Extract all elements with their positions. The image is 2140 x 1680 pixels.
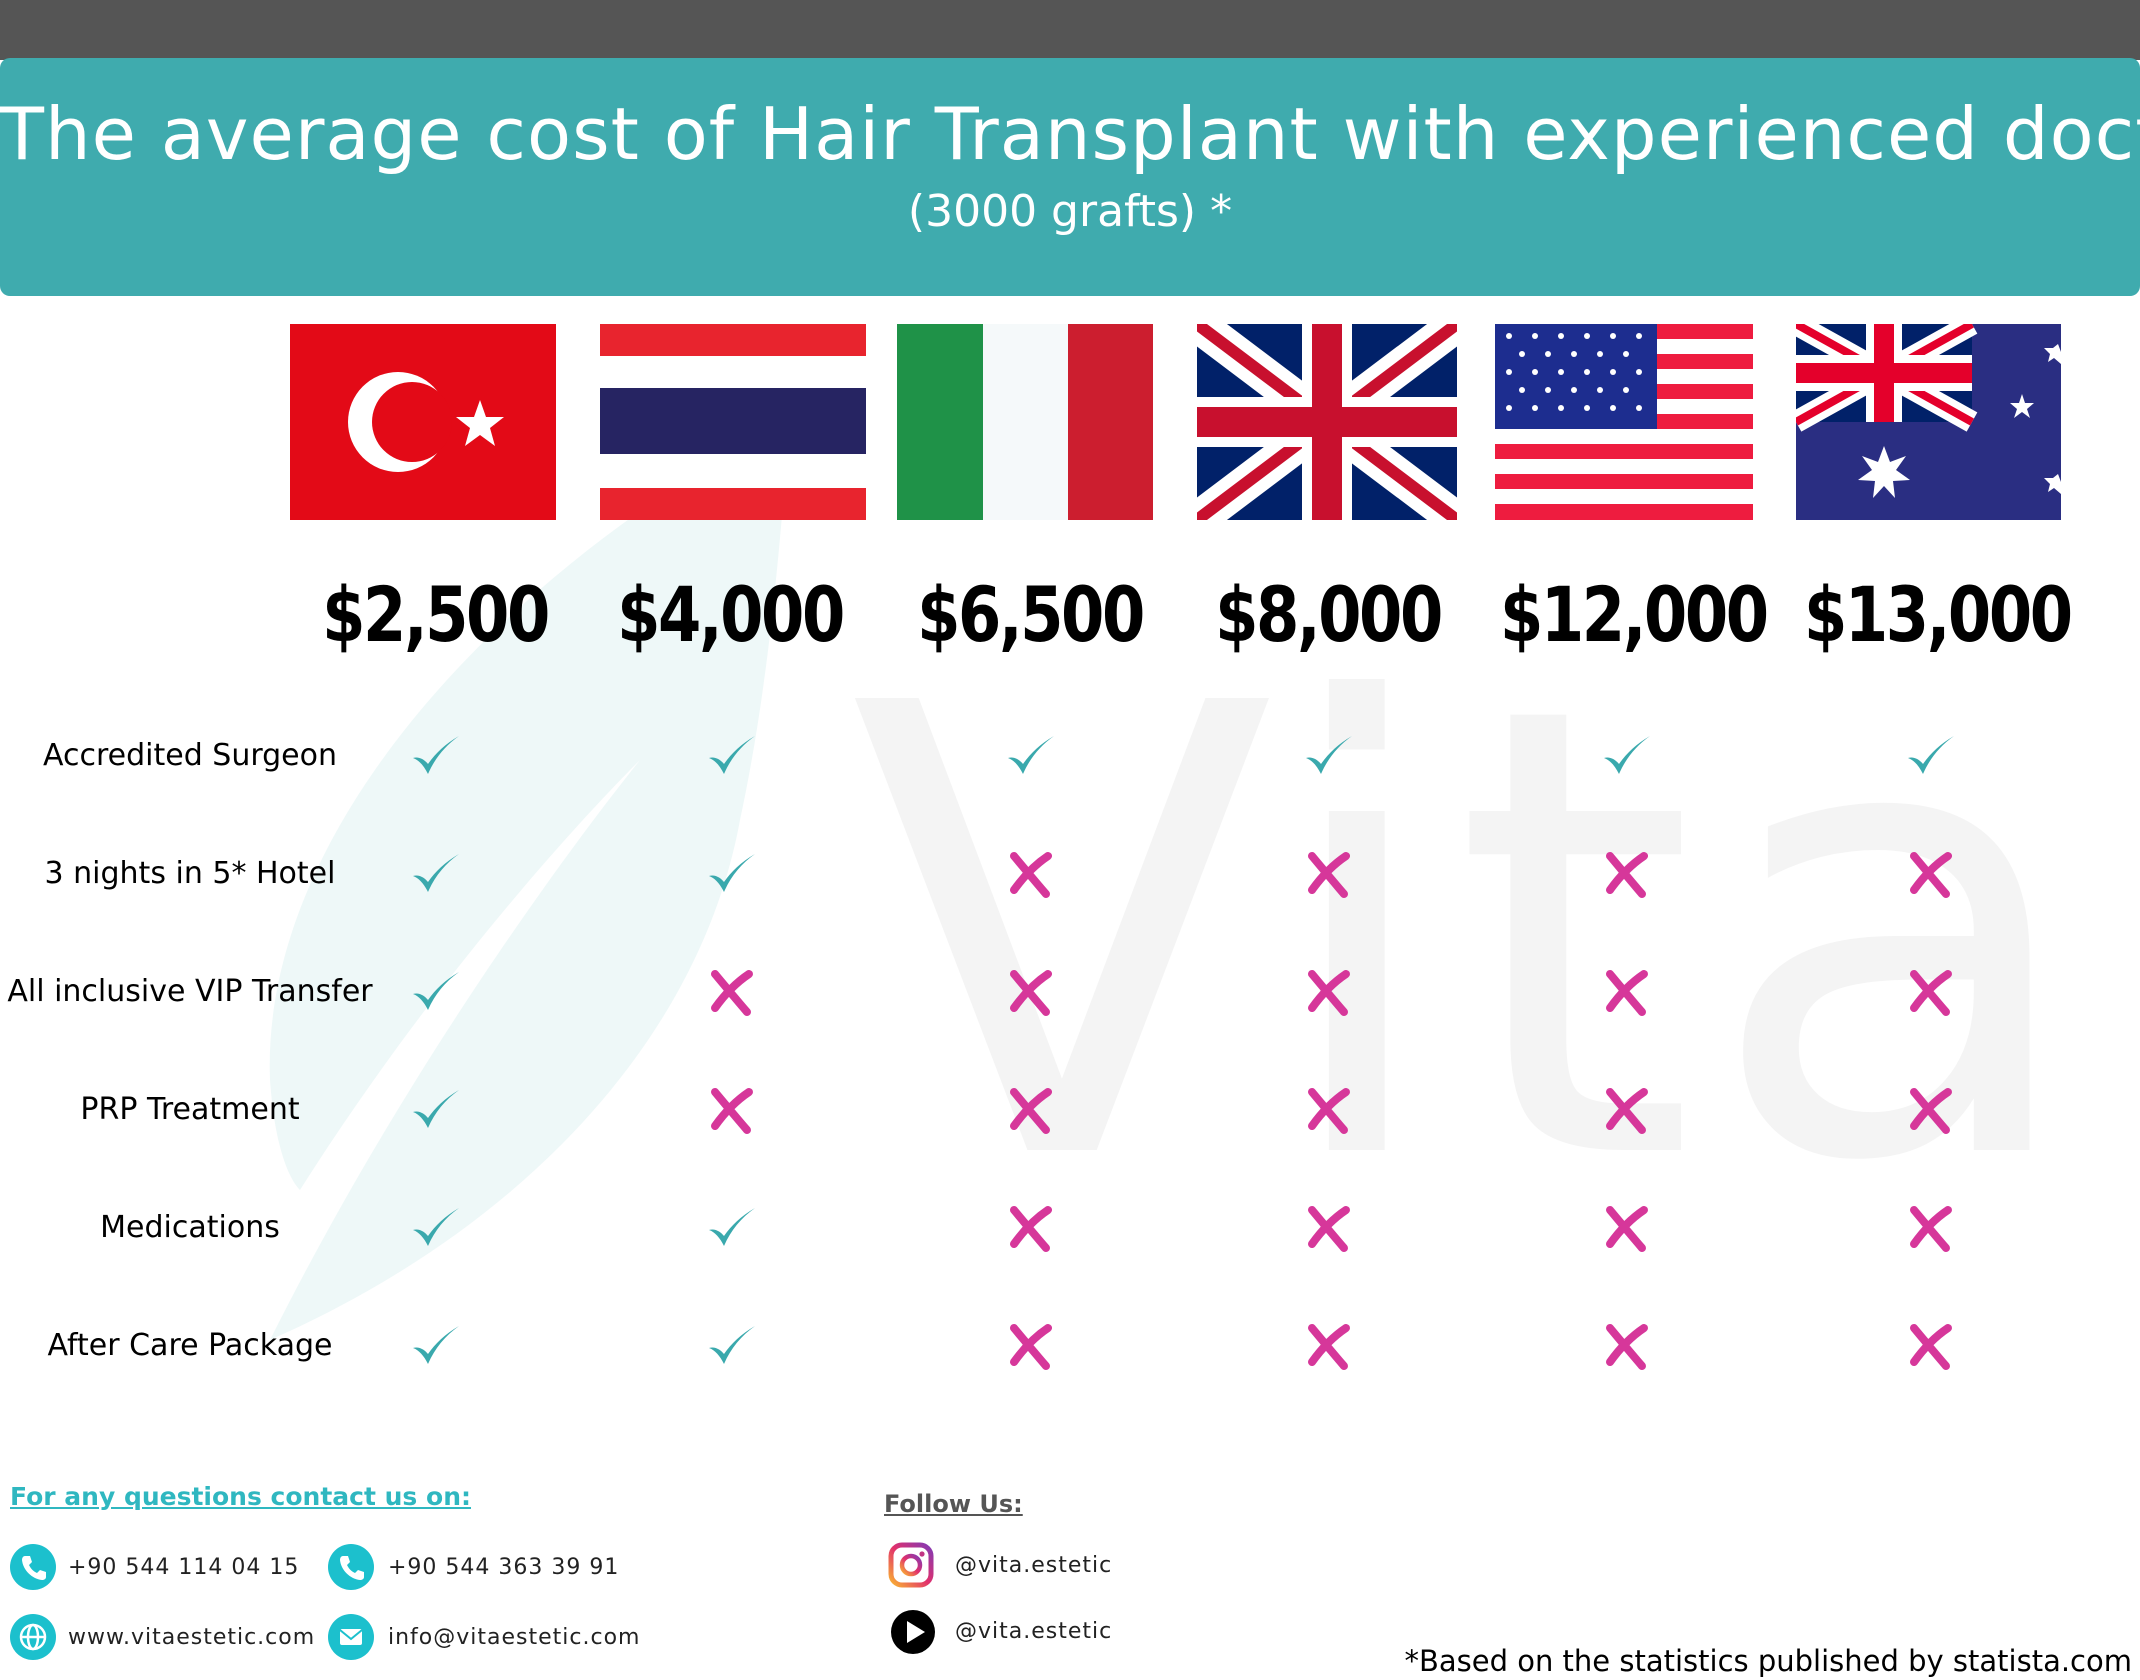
price-uk: $8,000 (1215, 570, 1443, 659)
instagram-handle[interactable]: @vita.estetic (955, 1553, 1113, 1578)
cross-icon (703, 1082, 759, 1138)
uk-flag (1197, 324, 1457, 520)
cross-icon (1300, 1200, 1356, 1256)
feature-label: Accredited Surgeon (42, 738, 338, 773)
email-link[interactable]: info@vitaestetic.com (388, 1625, 641, 1650)
phone-icon (10, 1544, 56, 1590)
cross-icon (1598, 1200, 1654, 1256)
feature-label: 3 nights in 5* Hotel (44, 856, 336, 891)
page-title: The average cost of Hair Transplant with… (0, 92, 2140, 176)
phone-number-2[interactable]: +90 544 363 39 91 (388, 1555, 620, 1580)
top-bar (0, 0, 2140, 60)
feature-label: Medications (100, 1210, 280, 1245)
checkmark-icon (407, 1200, 463, 1256)
feature-label: PRP Treatment (80, 1092, 300, 1127)
cross-icon (1002, 846, 1058, 902)
watermark-text: Vita (850, 576, 2096, 1297)
cross-icon (1002, 964, 1058, 1020)
youtube-play-icon[interactable] (890, 1609, 936, 1655)
checkmark-icon (407, 1082, 463, 1138)
cross-icon (1902, 964, 1958, 1020)
checkmark-icon (407, 728, 463, 784)
follow-heading: Follow Us: (884, 1490, 1023, 1518)
checkmark-icon (1300, 728, 1356, 784)
cross-icon (1300, 846, 1356, 902)
usa-flag (1495, 324, 1753, 520)
cross-icon (1598, 846, 1654, 902)
cross-icon (1598, 1318, 1654, 1374)
cross-icon (1300, 1082, 1356, 1138)
checkmark-icon (1598, 728, 1654, 784)
checkmark-icon (703, 1318, 759, 1374)
phone-icon (328, 1544, 374, 1590)
price-australia: $13,000 (1804, 570, 2073, 659)
cross-icon (1002, 1082, 1058, 1138)
checkmark-icon (703, 1200, 759, 1256)
contact-heading[interactable]: For any questions contact us on: (10, 1482, 471, 1511)
header-banner (0, 58, 2140, 296)
turkey-flag (290, 324, 556, 520)
page-subtitle: (3000 grafts) * (907, 186, 1233, 237)
footnote: *Based on the statistics published by st… (1404, 1644, 2132, 1678)
checkmark-icon (407, 964, 463, 1020)
cross-icon (1300, 964, 1356, 1020)
feature-label: All inclusive VIP Transfer (7, 974, 373, 1009)
instagram-icon[interactable] (888, 1542, 934, 1588)
italy-flag (897, 324, 1153, 520)
phone-number-1[interactable]: +90 544 114 04 15 (68, 1555, 300, 1580)
cross-icon (703, 964, 759, 1020)
cross-icon (1902, 1200, 1958, 1256)
price-italy: $6,500 (917, 570, 1145, 659)
price-turkey: $2,500 (322, 570, 550, 659)
cross-icon (1002, 1200, 1058, 1256)
cross-icon (1598, 1082, 1654, 1138)
feature-label: After Care Package (47, 1328, 333, 1363)
cross-icon (1902, 1082, 1958, 1138)
cross-icon (1598, 964, 1654, 1020)
price-usa: $12,000 (1500, 570, 1769, 659)
checkmark-icon (407, 1318, 463, 1374)
youtube-handle[interactable]: @vita.estetic (955, 1619, 1113, 1644)
website-link[interactable]: www.vitaestetic.com (68, 1625, 316, 1650)
checkmark-icon (1902, 728, 1958, 784)
cross-icon (1300, 1318, 1356, 1374)
checkmark-icon (407, 846, 463, 902)
cross-icon (1902, 846, 1958, 902)
cross-icon (1902, 1318, 1958, 1374)
checkmark-icon (703, 728, 759, 784)
checkmark-icon (703, 846, 759, 902)
cross-icon (1002, 1318, 1058, 1374)
price-thailand: $4,000 (617, 570, 845, 659)
australia-flag (1796, 324, 2061, 520)
checkmark-icon (1002, 728, 1058, 784)
globe-icon (10, 1614, 56, 1660)
thailand-flag (600, 324, 866, 520)
email-icon (328, 1614, 374, 1660)
